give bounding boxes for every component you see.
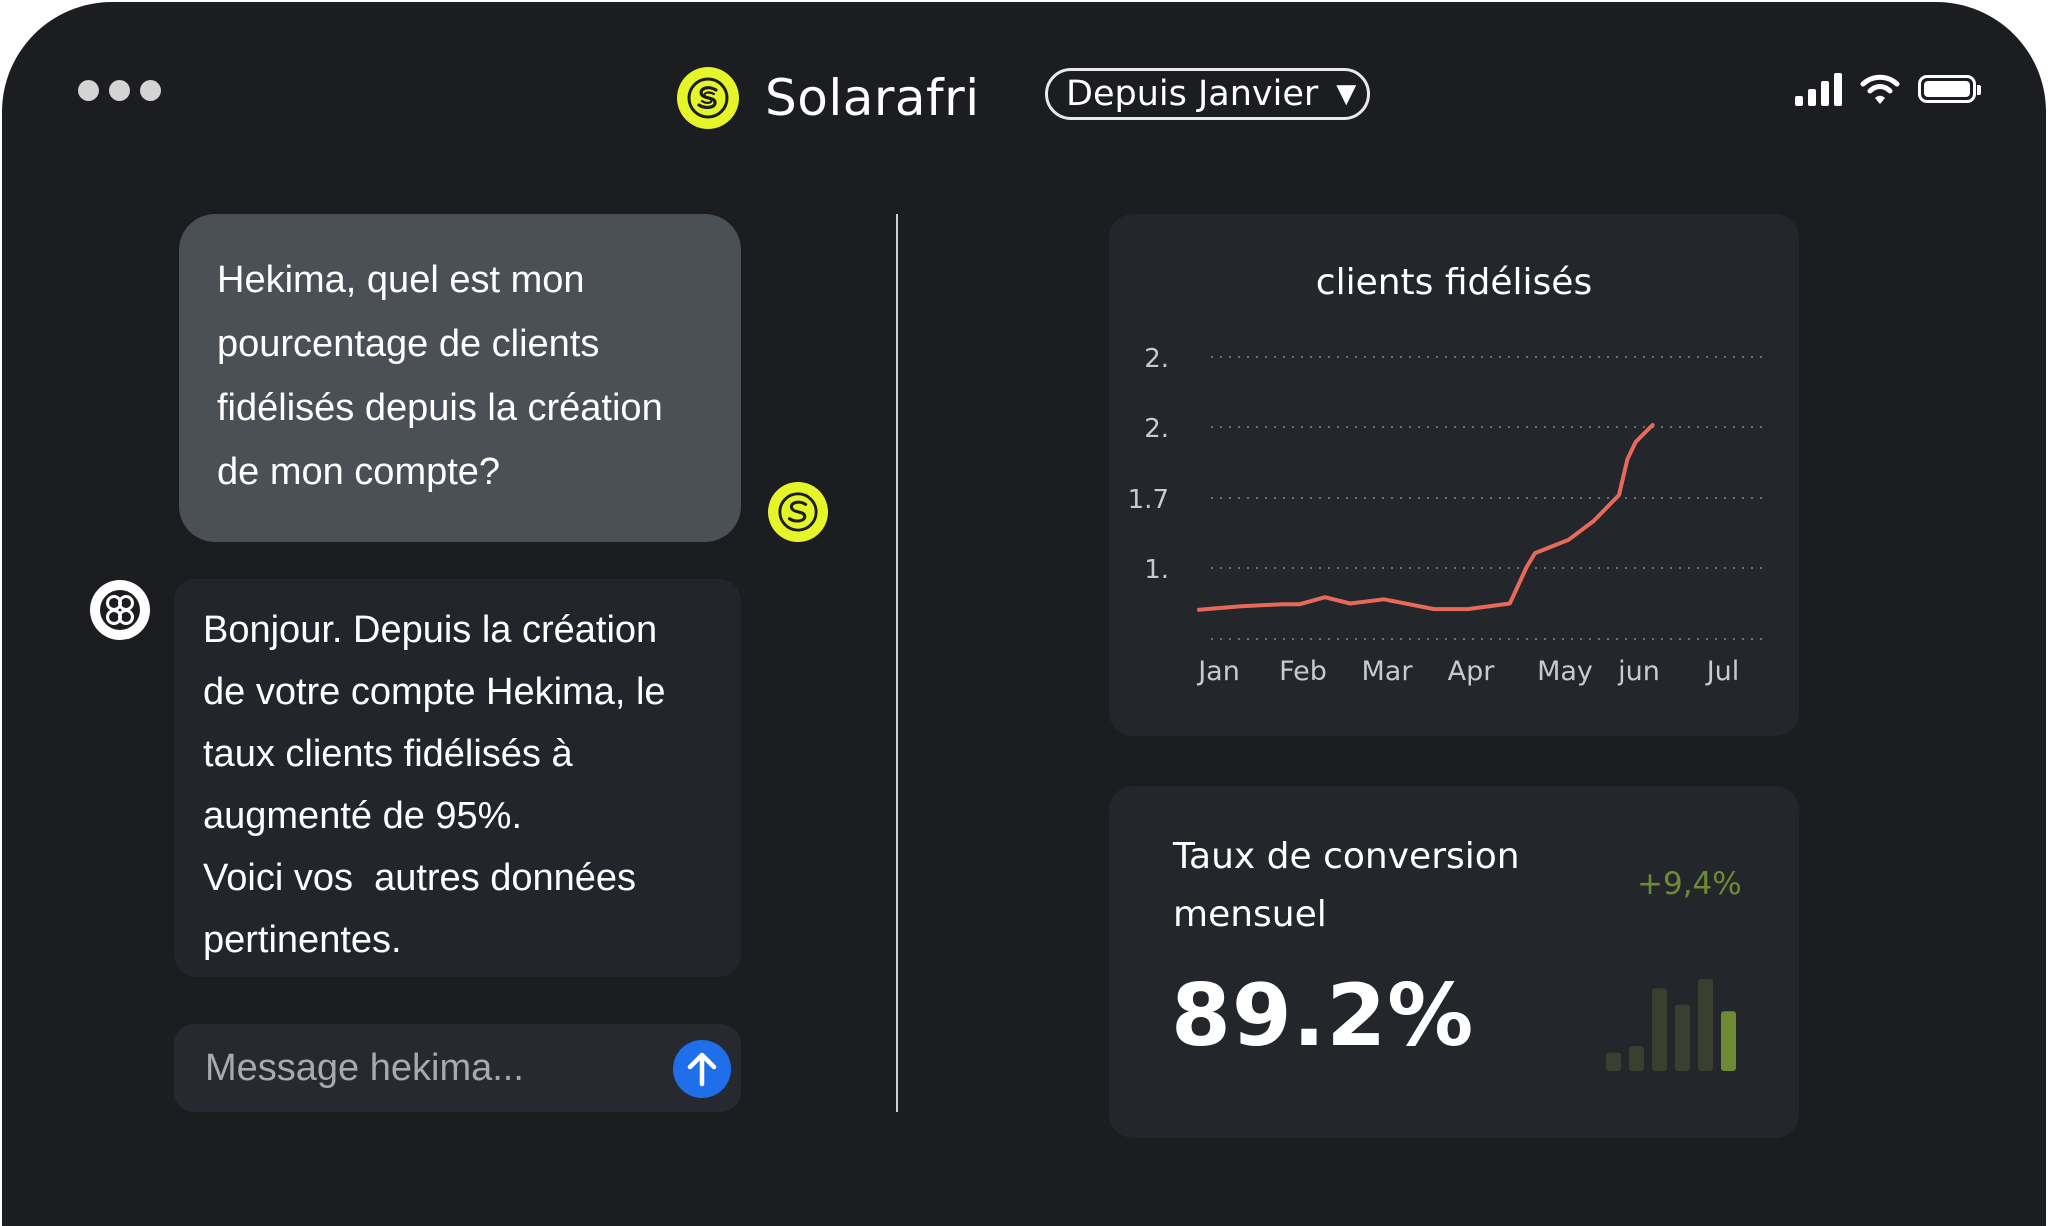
x-tick-label: Apr [1448,656,1496,687]
wifi-icon [1860,74,1900,104]
kpi-value: 89.2% [1171,966,1475,1066]
solarafri-logo-icon [677,67,739,129]
x-tick-label: Feb [1279,656,1327,687]
y-tick-label: 2. [1144,344,1169,374]
kpi-bar [1721,1011,1736,1071]
period-dropdown[interactable]: Depuis Janvier ▼ [1045,68,1370,120]
bot-message-line: Bonjour. Depuis la création [203,609,658,651]
kpi-bar [1698,979,1713,1071]
x-tick-label: Mar [1362,656,1414,687]
bot-message-bubble: Bonjour. Depuis la création de votre com… [174,579,741,977]
kpi-bar [1629,1046,1644,1071]
x-tick-label: Jan [1196,656,1240,687]
x-tick-label: jun [1617,656,1660,687]
chart-card: clients fidélisés 2. 2. 1.7 1. Jan Feb Mar Apr M… [1109,214,1799,736]
x-tick-label: Jul [1705,656,1740,687]
signal-icon [1795,72,1842,106]
x-tick-label: May [1537,656,1593,687]
bot-message-line: augmenté de 95%. [203,795,523,837]
bot-message-line: taux clients fidélisés à [203,733,573,775]
y-tick-label: 1.7 [1128,485,1169,515]
series-line [1197,423,1655,612]
kpi-bar [1652,988,1667,1071]
battery-icon [1918,75,1981,103]
kpi-bar [1606,1052,1621,1071]
user-message-bubble: Hekima, quel est mon pourcentage de clie… [179,214,741,542]
bot-message-line: Voici vos autres données [203,857,637,899]
bot-message-line: pertinentes. [203,919,402,961]
line-chart: 2. 2. 1.7 1. Jan Feb Mar Apr May jun Jul [1128,344,1764,687]
y-tick-label: 2. [1144,414,1169,444]
chart-title: clients fidélisés [1315,262,1593,303]
message-input[interactable] [203,1045,647,1091]
bot-avatar [90,580,150,640]
kpi-delta: +9,4% [1637,866,1742,902]
brand: Solarafri [677,67,980,129]
hekima-logo-icon [100,590,140,630]
chevron-down-icon: ▼ [1336,79,1357,109]
kpi-bar [1675,1004,1690,1071]
kpi-label: Taux de conversion mensuel [1173,836,1520,935]
kpi-card: Taux de conversion mensuel +9,4% 89.2% [1109,786,1799,1138]
bot-message-line: de votre compte Hekima, le [203,671,666,713]
kpi-mini-bar-chart [1606,979,1736,1071]
user-avatar [768,482,828,542]
period-label: Depuis Janvier [1066,74,1319,114]
more-options-icon[interactable] [78,80,161,101]
status-bar [1795,72,1981,106]
brand-name: Solarafri [765,69,980,127]
message-composer [174,1024,741,1112]
panel-divider [896,214,898,1112]
solarafri-avatar-icon [778,492,818,532]
send-button[interactable] [673,1040,731,1098]
y-tick-label: 1. [1144,555,1169,585]
arrow-up-icon [687,1052,717,1087]
